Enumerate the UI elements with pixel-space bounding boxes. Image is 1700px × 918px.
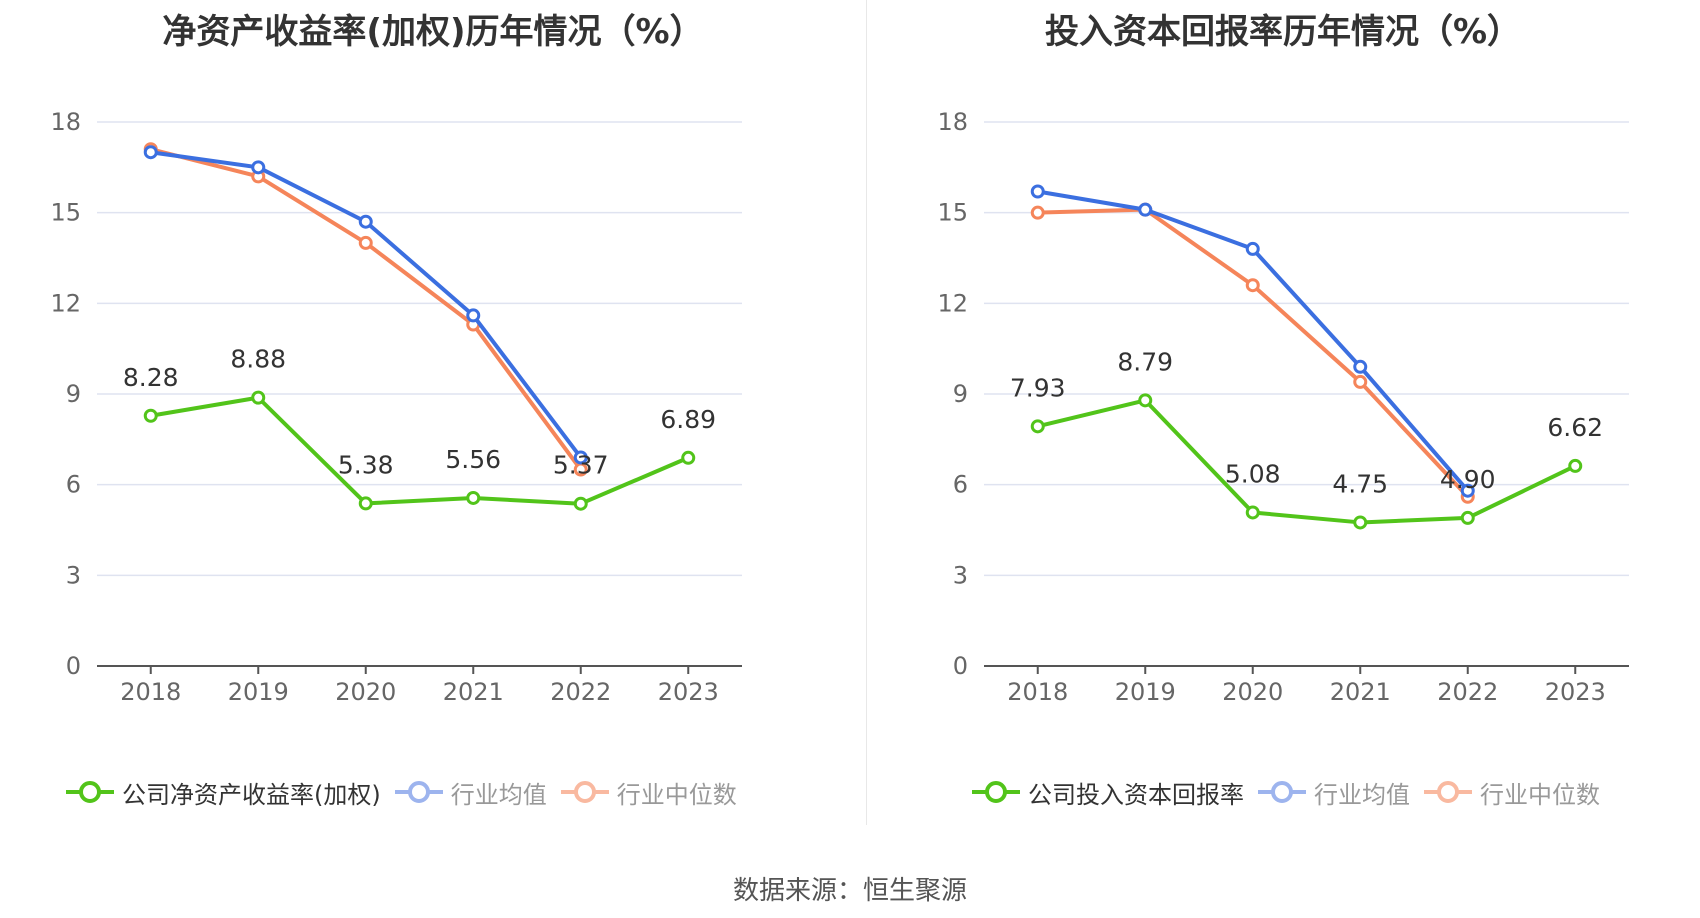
x-tick-label: 2021 <box>443 678 504 706</box>
series-line-average <box>1037 189 1470 493</box>
x-tick-label: 2019 <box>228 678 289 706</box>
data-point-average[interactable] <box>251 160 266 175</box>
data-label: 5.56 <box>445 445 501 474</box>
data-point-company[interactable] <box>143 408 158 423</box>
data-label: 4.75 <box>1332 469 1388 498</box>
legend-company-line-icon <box>66 781 114 803</box>
x-tick-label: 2018 <box>1007 678 1068 706</box>
data-label: 6.62 <box>1547 413 1603 442</box>
data-point-company[interactable] <box>1460 510 1475 525</box>
data-point-average[interactable] <box>358 214 373 229</box>
data-point-median[interactable] <box>1353 374 1368 389</box>
legend-item-company-roic[interactable]: 公司投入资本回报率 <box>972 775 1244 810</box>
x-tick-label: 2023 <box>1545 678 1606 706</box>
legend-label-median: 行业中位数 <box>616 780 737 809</box>
data-point-average[interactable] <box>573 450 588 465</box>
data-point-company[interactable] <box>1030 419 1045 434</box>
roic-chart-title: 投入资本回报率历年情况（%） <box>1044 12 1522 52</box>
data-point-average[interactable] <box>143 145 158 160</box>
y-tick-label: 6 <box>953 471 968 499</box>
legend-label-median: 行业中位数 <box>1480 780 1600 809</box>
legend-item-average[interactable]: 行业均值 <box>1258 775 1410 810</box>
y-tick-label: 6 <box>66 471 81 499</box>
data-point-company[interactable] <box>1245 505 1260 520</box>
x-tick-label: 2019 <box>1115 678 1176 706</box>
data-point-average[interactable] <box>1460 483 1475 498</box>
legend-item-average[interactable]: 行业均值 <box>394 775 547 810</box>
y-tick-label: 12 <box>937 289 968 317</box>
data-label: 7.93 <box>1010 373 1066 402</box>
y-tick-label: 18 <box>50 108 81 136</box>
series-line-company <box>150 395 690 506</box>
data-point-average[interactable] <box>1353 359 1368 374</box>
roe-chart-title: 净资产收益率(加权)历年情况（%） <box>162 12 704 52</box>
x-tick-label: 2023 <box>658 678 719 706</box>
x-tick-label: 2020 <box>335 678 396 706</box>
y-tick-label: 0 <box>953 652 968 680</box>
legend-label-company-roe: 公司净资产收益率(加权) <box>122 780 381 809</box>
data-point-average[interactable] <box>466 308 481 323</box>
legend-item-company-roe[interactable]: 公司净资产收益率(加权) <box>66 775 381 810</box>
x-tick-label: 2022 <box>1437 678 1498 706</box>
y-tick-label: 3 <box>953 561 968 589</box>
data-point-company[interactable] <box>681 450 696 465</box>
data-point-company[interactable] <box>358 496 373 511</box>
y-tick-label: 9 <box>66 380 81 408</box>
roic-legend: 公司投入资本回报率 行业均值 行业中位数 <box>972 772 1614 812</box>
panel-divider <box>866 0 867 825</box>
data-label: 8.88 <box>230 345 286 374</box>
data-point-median[interactable] <box>1245 278 1260 293</box>
data-point-average[interactable] <box>1030 184 1045 199</box>
y-tick-label: 15 <box>50 199 81 227</box>
legend-label-average: 行业均值 <box>1314 780 1410 809</box>
x-tick-label: 2022 <box>550 678 611 706</box>
legend-median-line-icon <box>560 781 609 803</box>
legend-label-average: 行业均值 <box>450 780 547 809</box>
roe-legend: 公司净资产收益率(加权) 行业均值 行业中位数 <box>66 772 751 812</box>
legend-median-line-icon <box>1424 781 1472 803</box>
x-tick-label: 2018 <box>120 678 181 706</box>
data-point-company[interactable] <box>573 496 588 511</box>
legend-item-median[interactable]: 行业中位数 <box>1424 775 1600 810</box>
series-line-average <box>150 150 583 459</box>
x-tick-label: 2020 <box>1222 678 1283 706</box>
series-line-median <box>150 147 583 471</box>
data-source-footer: 数据来源：恒生聚源 <box>732 876 967 906</box>
roe-plot-area: 0 3 6 9 12 15 18 2018 2019 2020 2021 2022 2023 8.28 8.… <box>50 108 742 706</box>
data-point-company[interactable] <box>1568 458 1583 473</box>
data-label: 6.89 <box>660 405 716 434</box>
legend-label-company-roic: 公司投入资本回报率 <box>1028 780 1244 809</box>
y-tick-label: 15 <box>937 199 968 227</box>
data-label: 5.38 <box>338 450 394 479</box>
data-label: 8.28 <box>123 363 179 392</box>
legend-item-median[interactable]: 行业中位数 <box>560 775 737 810</box>
legend-average-line-icon <box>1258 781 1306 803</box>
legend-average-line-icon <box>394 781 443 803</box>
data-point-average[interactable] <box>1138 202 1153 217</box>
data-point-company[interactable] <box>466 490 481 505</box>
roic-chart-panel: 投入资本回报率历年情况（%） 0 3 6 9 12 15 18 2018 2019 2020 202… <box>866 0 1700 830</box>
legend-company-line-icon <box>972 781 1020 803</box>
y-tick-label: 3 <box>66 561 81 589</box>
data-point-company[interactable] <box>1138 393 1153 408</box>
data-point-average[interactable] <box>1245 241 1260 256</box>
data-label: 8.79 <box>1117 347 1173 376</box>
data-point-company[interactable] <box>1353 515 1368 530</box>
data-label: 5.37 <box>553 451 609 480</box>
x-tick-label: 2021 <box>1330 678 1391 706</box>
data-label: 5.08 <box>1225 459 1281 488</box>
roic-plot-area: 0 3 6 9 12 15 18 2018 2019 2020 2021 2022 2023 7.93 8.… <box>937 108 1629 706</box>
roe-chart-panel: 净资产收益率(加权)历年情况（%） 0 3 6 9 12 15 18 2018 2019 2020… <box>0 0 866 830</box>
y-tick-label: 9 <box>953 380 968 408</box>
data-point-company[interactable] <box>251 390 266 405</box>
data-point-median[interactable] <box>1030 205 1045 220</box>
data-label: 4.90 <box>1440 465 1496 494</box>
data-point-median[interactable] <box>358 235 373 250</box>
y-tick-label: 0 <box>66 652 81 680</box>
series-line-company <box>1037 398 1577 525</box>
y-tick-label: 18 <box>937 108 968 136</box>
y-tick-label: 12 <box>50 289 81 317</box>
